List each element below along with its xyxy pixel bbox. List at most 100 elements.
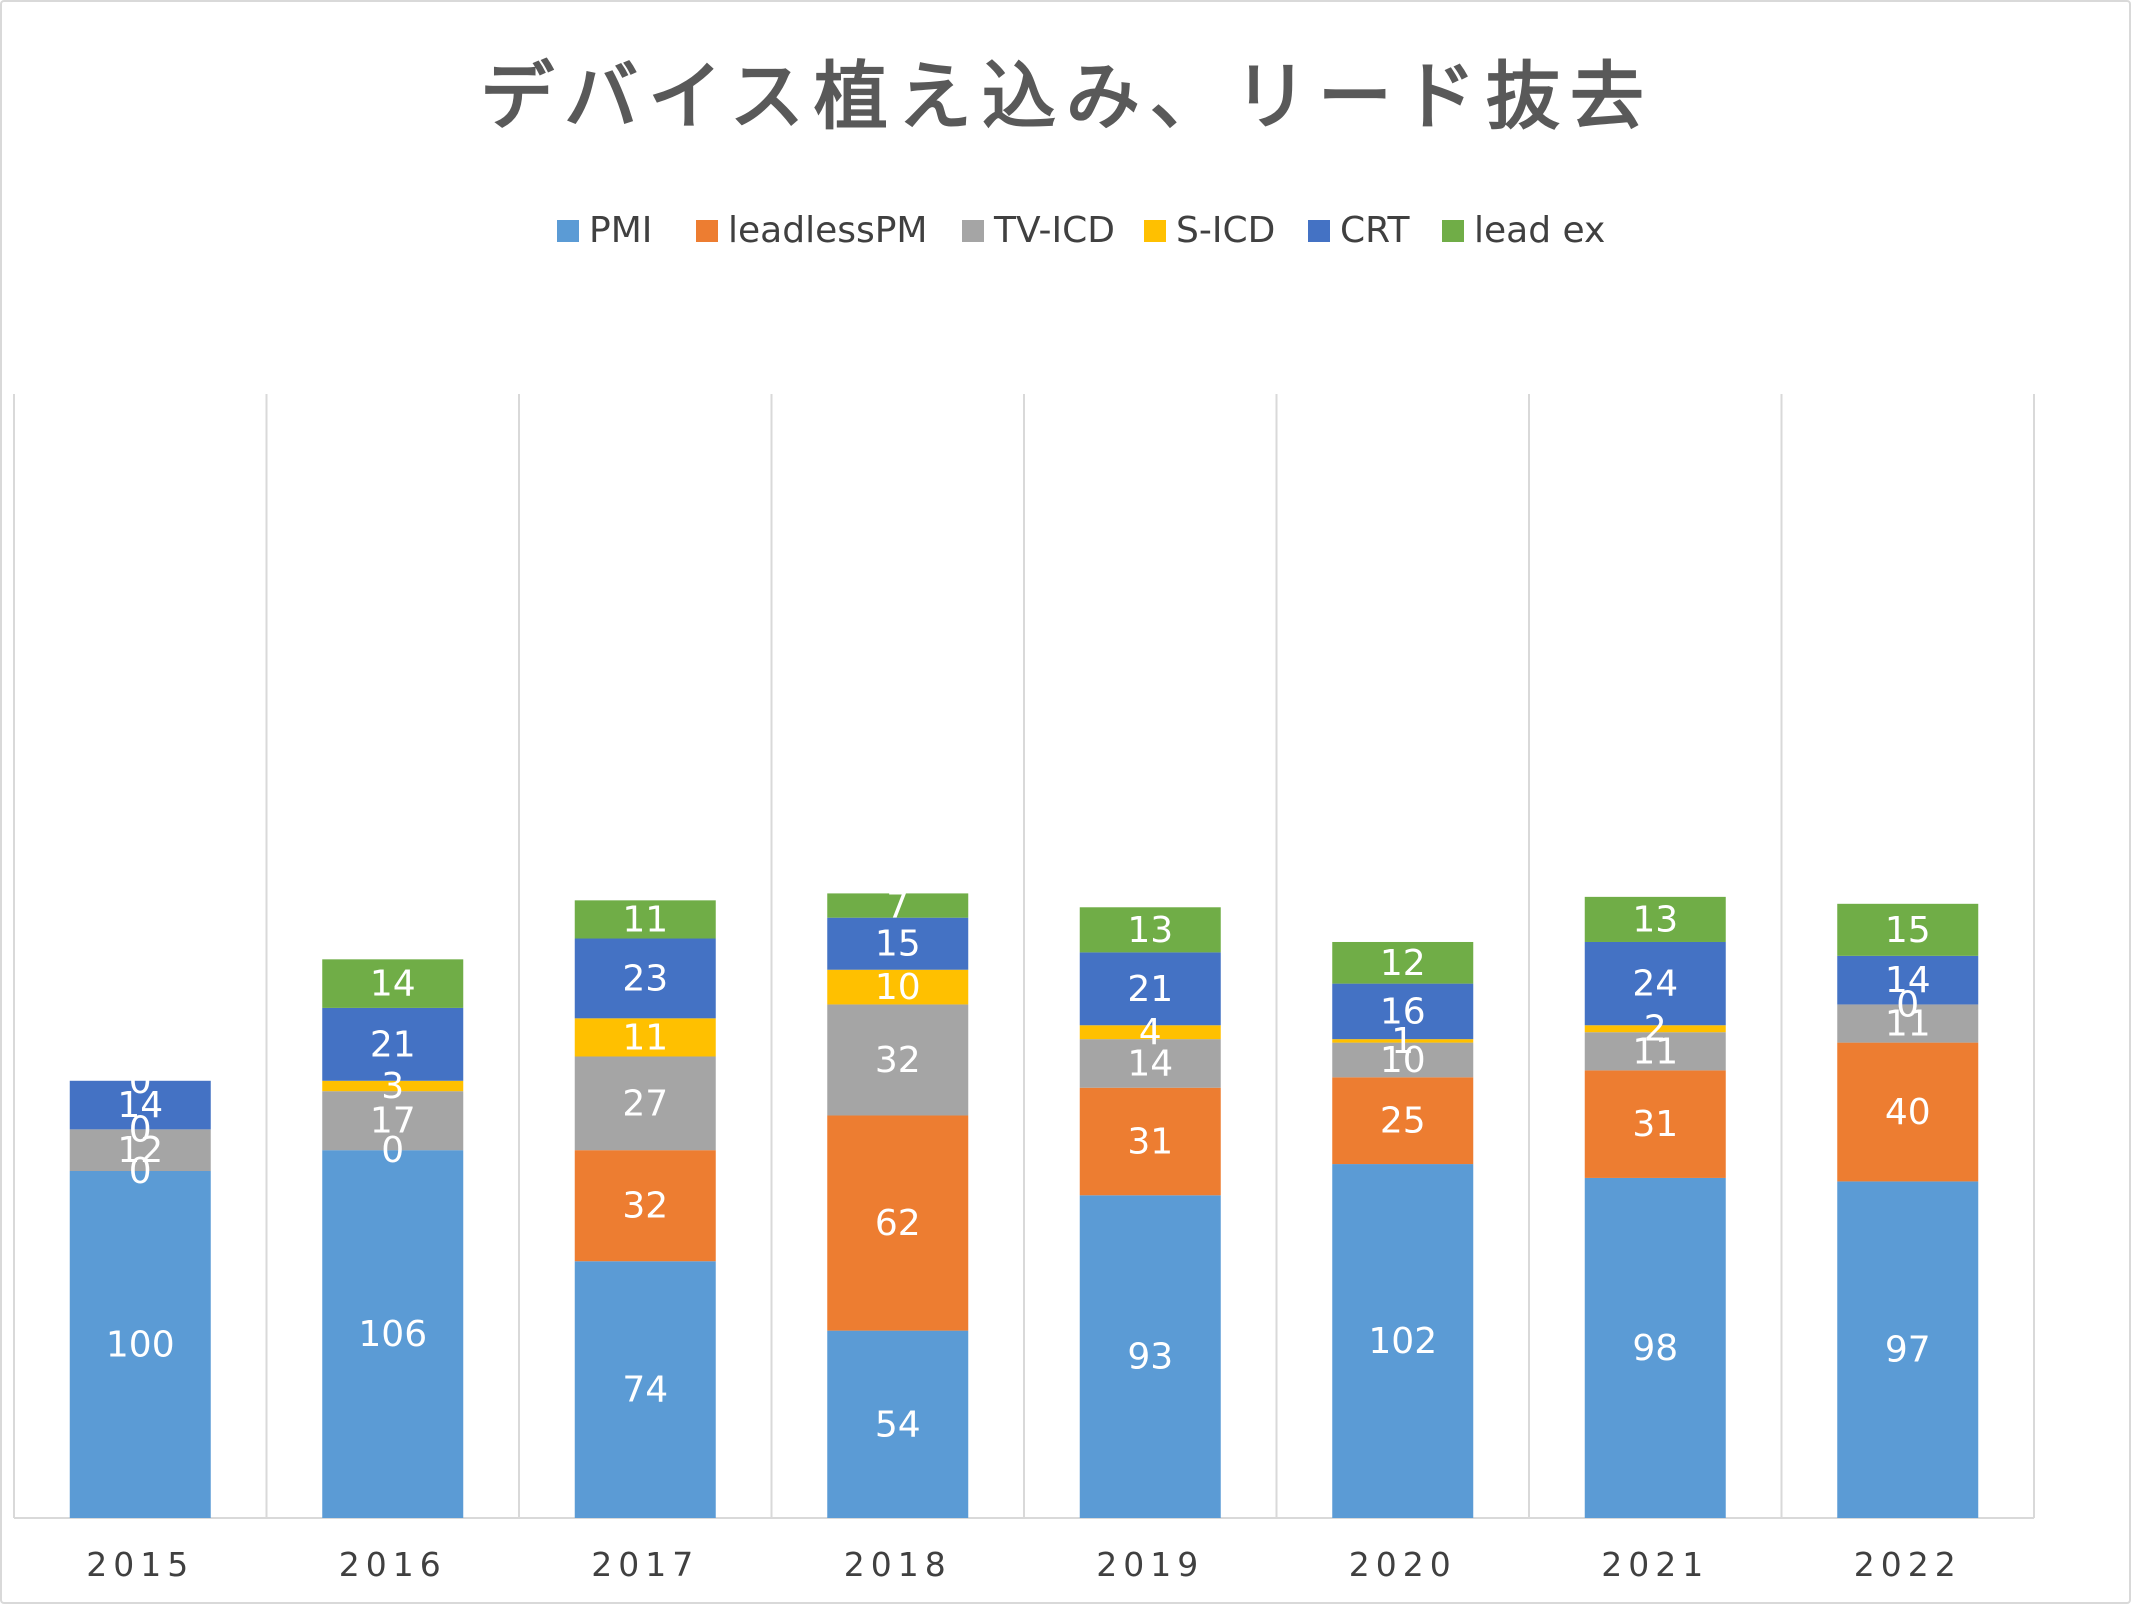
legend-label-leadlesspm: leadlessPM [728, 210, 928, 251]
bar-segment-crt-2018 [827, 917, 969, 970]
bar-segment-tv-icd-2016 [322, 1091, 464, 1151]
legend-label-crt: CRT [1340, 210, 1411, 251]
data-label-crt-2021: 24 [1632, 964, 1678, 1005]
data-label-leadlesspm-2022: 40 [1885, 1092, 1931, 1133]
bar-segment-leadlesspm-2018 [827, 1115, 969, 1331]
data-label-tv-icd-2016: 17 [370, 1101, 416, 1142]
bar-segment-leadlesspm-2017 [574, 1150, 716, 1262]
x-tick-label-2021: 2021 [1601, 1545, 1709, 1584]
bar-segment-tv-icd-2021 [1584, 1032, 1726, 1071]
data-label-crt-2022: 14 [1885, 960, 1931, 1001]
data-label-s-icd-2015: 0 [129, 1109, 152, 1150]
bar-segment-crt-2022 [1837, 955, 1979, 1005]
x-tick-label-2015: 2015 [86, 1545, 194, 1584]
bar-segment-leadlesspm-2021 [1584, 1070, 1726, 1178]
gridlines [13, 394, 2035, 1519]
bar-segment-pmi-2022 [1837, 1181, 1979, 1518]
bar-segment-lead-ex-2019 [1079, 907, 1221, 953]
data-label-s-icd-2020: 1 [1391, 1021, 1414, 1062]
bar-segment-tv-icd-2018 [827, 1004, 969, 1116]
bar-segment-tv-icd-2019 [1079, 1039, 1221, 1088]
data-label-leadlesspm-2016: 0 [381, 1130, 404, 1171]
data-label-crt-2016: 21 [370, 1024, 416, 1065]
legend: PMI leadlessPM TV-ICD S-ICD CRT lead ex [557, 210, 1605, 251]
data-label-pmi-2016: 106 [358, 1314, 427, 1355]
bar-segment-pmi-2015 [69, 1171, 211, 1518]
bar-segment-crt-2021 [1584, 941, 1726, 1026]
bar-segment-lead-ex-2020 [1332, 941, 1474, 984]
bar-segment-leadlesspm-2022 [1837, 1042, 1979, 1182]
legend-swatch-s-icd [1144, 220, 1166, 242]
data-label-tv-icd-2018: 32 [875, 1040, 921, 1081]
bar-segment-lead-ex-2018 [827, 893, 969, 918]
x-tick-label-2017: 2017 [591, 1545, 699, 1584]
data-label-s-icd-2022: 0 [1896, 984, 1919, 1025]
data-label-crt-2018: 15 [875, 924, 921, 965]
bar-segment-lead-ex-2021 [1584, 896, 1726, 942]
data-label-tv-icd-2021: 11 [1632, 1031, 1678, 1072]
data-label-lead-ex-2018: 7 [886, 886, 909, 927]
x-tick-label-2020: 2020 [1349, 1545, 1457, 1584]
bar-segment-tv-icd-2022 [1837, 1004, 1979, 1043]
bar-segment-pmi-2017 [574, 1261, 716, 1518]
data-label-tv-icd-2022: 11 [1885, 1004, 1931, 1045]
data-label-leadlesspm-2020: 25 [1380, 1101, 1426, 1142]
data-label-crt-2019: 21 [1127, 969, 1173, 1010]
legend-label-pmi: PMI [589, 210, 652, 251]
data-label-lead-ex-2022: 15 [1885, 910, 1931, 951]
legend-swatch-pmi [557, 220, 579, 242]
x-tick-label-2018: 2018 [844, 1545, 952, 1584]
bar-segment-s-icd-2021 [1584, 1025, 1726, 1033]
x-tick-label-2022: 2022 [1854, 1545, 1962, 1584]
legend-label-tv-icd: TV-ICD [993, 210, 1115, 251]
x-axis-tick-labels: 2015 2016 2017 2018 2019 2020 2021 2022 [86, 1545, 1962, 1584]
data-label-leadlesspm-2017: 32 [622, 1186, 668, 1227]
bar-segment-s-icd-2019 [1079, 1025, 1221, 1040]
bar-segment-s-icd-2016 [322, 1080, 464, 1092]
bars [69, 893, 1979, 1518]
data-label-tv-icd-2020: 10 [1380, 1040, 1426, 1081]
bar-segment-s-icd-2018 [827, 969, 969, 1005]
chart-title: デバイス植え込み、リード抜去 [480, 54, 1654, 140]
bar-segment-pmi-2021 [1584, 1177, 1726, 1518]
data-label-pmi-2021: 98 [1632, 1328, 1678, 1369]
bar-segment-crt-2017 [574, 938, 716, 1019]
bar-segment-s-icd-2017 [574, 1018, 716, 1057]
data-label-tv-icd-2017: 27 [622, 1083, 668, 1124]
data-label-s-icd-2019: 4 [1139, 1012, 1162, 1053]
bar-segment-tv-icd-2015 [69, 1129, 211, 1171]
data-label-leadlesspm-2015: 0 [129, 1151, 152, 1192]
bar-segment-crt-2016 [322, 1007, 464, 1081]
data-label-lead-ex-2020: 12 [1380, 943, 1426, 984]
legend-swatch-leadlesspm [696, 220, 718, 242]
data-label-leadlesspm-2018: 62 [875, 1203, 921, 1244]
data-label-s-icd-2016: 3 [381, 1066, 404, 1107]
data-label-tv-icd-2019: 14 [1127, 1043, 1173, 1084]
legend-swatch-lead-ex [1442, 220, 1464, 242]
x-tick-label-2016: 2016 [339, 1545, 447, 1584]
data-label-crt-2020: 16 [1380, 991, 1426, 1032]
data-label-s-icd-2018: 10 [875, 967, 921, 1008]
data-label-pmi-2022: 97 [1885, 1330, 1931, 1371]
data-label-lead-ex-2017: 11 [622, 899, 668, 940]
data-label-lead-ex-2019: 13 [1127, 910, 1173, 951]
bar-segment-pmi-2016 [322, 1150, 464, 1518]
legend-swatch-crt [1308, 220, 1330, 242]
bar-segment-tv-icd-2017 [574, 1056, 716, 1151]
bar-segment-pmi-2018 [827, 1330, 969, 1518]
data-label-crt-2017: 23 [622, 958, 668, 999]
data-label-pmi-2017: 74 [622, 1370, 668, 1411]
data-label-crt-2015: 14 [117, 1085, 163, 1126]
legend-label-s-icd: S-ICD [1176, 210, 1275, 251]
data-label-pmi-2018: 54 [875, 1404, 921, 1445]
data-labels: 1000120140106017321147432271123115462321… [106, 886, 1931, 1446]
bar-segment-leadlesspm-2020 [1332, 1077, 1474, 1165]
bar-segment-crt-2019 [1079, 952, 1221, 1026]
data-label-tv-icd-2015: 12 [117, 1130, 163, 1171]
data-label-leadlesspm-2019: 31 [1127, 1122, 1173, 1163]
data-label-leadlesspm-2021: 31 [1632, 1104, 1678, 1145]
data-label-lead-ex-2015: 0 [129, 1061, 152, 1102]
bar-segment-s-icd-2020 [1332, 1039, 1474, 1043]
